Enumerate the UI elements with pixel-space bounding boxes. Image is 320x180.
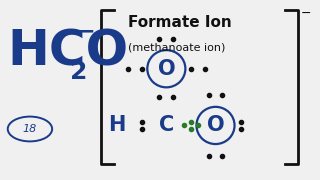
Text: 18: 18 — [23, 124, 37, 134]
Text: H: H — [108, 115, 126, 135]
Text: Formate Ion: Formate Ion — [128, 15, 232, 30]
Text: O: O — [157, 59, 175, 79]
Text: −: − — [301, 7, 312, 20]
Text: C: C — [159, 115, 174, 135]
Text: (methanoate ion): (methanoate ion) — [128, 42, 226, 52]
Text: O: O — [207, 115, 224, 135]
Text: HCO: HCO — [8, 27, 129, 75]
Text: 2: 2 — [69, 60, 87, 84]
Text: −: − — [76, 22, 95, 42]
